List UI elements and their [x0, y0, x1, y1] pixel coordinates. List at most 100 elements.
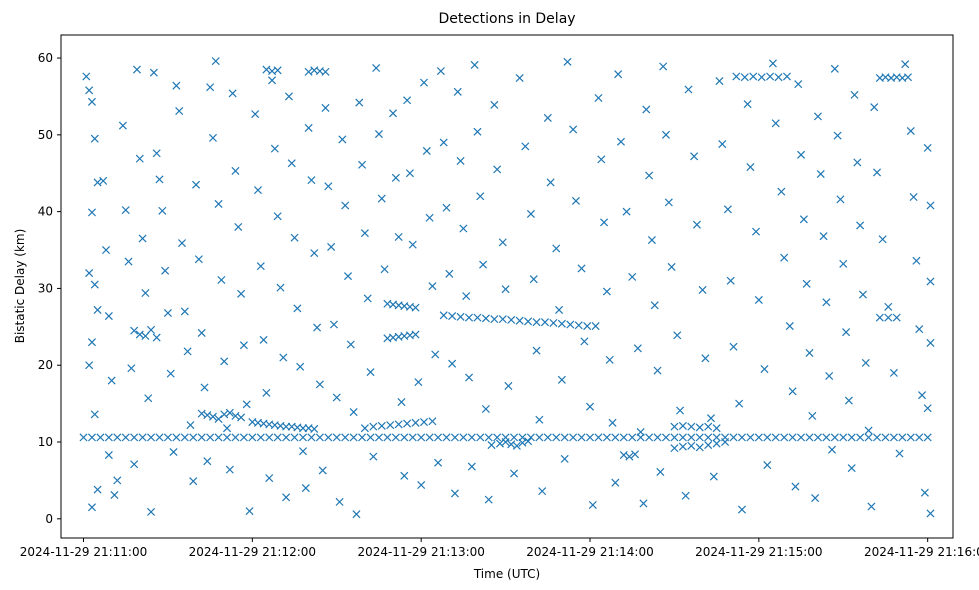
- data-point: [197, 433, 206, 442]
- data-point: [161, 266, 170, 275]
- data-point: [169, 447, 178, 457]
- data-point: [555, 305, 564, 314]
- data-point: [735, 399, 744, 408]
- data-point: [147, 433, 156, 442]
- data-points: [79, 57, 935, 519]
- data-point: [918, 391, 927, 400]
- data-point: [383, 433, 392, 442]
- data-point: [332, 433, 341, 442]
- data-point: [448, 359, 457, 368]
- data-point: [673, 331, 682, 340]
- data-point: [501, 437, 510, 447]
- data-point: [200, 383, 209, 392]
- data-point: [889, 433, 898, 442]
- data-point: [405, 169, 414, 178]
- data-point: [557, 375, 566, 384]
- data-point: [926, 338, 935, 347]
- data-point: [163, 308, 172, 318]
- data-point: [315, 380, 324, 389]
- data-point: [563, 57, 572, 66]
- data-point: [670, 422, 679, 431]
- data-point: [222, 433, 232, 442]
- data-point: [431, 350, 440, 359]
- data-point: [856, 433, 865, 442]
- data-point: [915, 433, 924, 442]
- data-point: [217, 275, 226, 284]
- data-point: [535, 415, 544, 424]
- y-axis-label: Bistatic Delay (km): [13, 229, 27, 344]
- data-point: [197, 328, 206, 337]
- data-point: [425, 213, 434, 222]
- data-point: [723, 205, 732, 214]
- data-point: [490, 315, 499, 324]
- data-point: [245, 507, 254, 516]
- data-point: [163, 433, 172, 442]
- data-point: [926, 277, 935, 286]
- data-point: [678, 442, 687, 451]
- data-point: [470, 60, 479, 69]
- data-point: [124, 257, 133, 266]
- data-point: [417, 433, 426, 442]
- data-point: [718, 140, 727, 149]
- data-point: [799, 215, 808, 224]
- data-point: [901, 60, 910, 69]
- data-point: [467, 462, 476, 471]
- data-point: [141, 289, 150, 298]
- data-point: [298, 447, 308, 456]
- data-point: [166, 369, 175, 378]
- data-point: [450, 489, 459, 498]
- data-point: [256, 262, 265, 271]
- data-point: [712, 439, 721, 448]
- data-point: [130, 326, 139, 335]
- data-point: [338, 135, 347, 144]
- data-point: [695, 443, 704, 452]
- data-point: [706, 414, 716, 423]
- data-point: [569, 433, 578, 442]
- data-point: [540, 318, 550, 327]
- data-point: [822, 433, 831, 442]
- data-point: [645, 433, 654, 442]
- data-point: [802, 279, 811, 288]
- data-point: [214, 199, 223, 208]
- data-point: [585, 402, 595, 411]
- data-point: [827, 445, 837, 454]
- data-point: [459, 433, 468, 442]
- data-point: [231, 433, 240, 442]
- data-point: [645, 171, 654, 180]
- data-point: [374, 130, 383, 139]
- data-point: [704, 441, 713, 450]
- data-point: [746, 163, 755, 172]
- data-point: [487, 441, 496, 450]
- data-point: [608, 418, 617, 427]
- data-point: [768, 59, 777, 68]
- data-point: [698, 285, 707, 294]
- data-point: [926, 509, 935, 518]
- data-point: [597, 155, 606, 164]
- data-point: [712, 433, 721, 442]
- data-point: [521, 142, 530, 151]
- data-point: [721, 437, 730, 447]
- data-point: [87, 433, 96, 442]
- data-point: [749, 72, 758, 81]
- data-point: [605, 355, 614, 364]
- data-point: [324, 182, 333, 191]
- data-point: [479, 260, 488, 269]
- data-point: [425, 433, 434, 442]
- data-point: [676, 406, 685, 415]
- data-point: [121, 206, 130, 215]
- y-tick-label: 20: [38, 358, 53, 372]
- data-point: [760, 365, 769, 374]
- data-point: [712, 424, 721, 433]
- data-point: [583, 322, 592, 331]
- data-point: [535, 433, 544, 442]
- data-point: [203, 457, 212, 466]
- data-point: [90, 134, 99, 143]
- data-point: [912, 256, 921, 265]
- data-point: [214, 414, 223, 423]
- data-point: [158, 206, 167, 215]
- data-point: [259, 335, 268, 344]
- data-point: [878, 235, 887, 244]
- data-point: [875, 313, 884, 322]
- data-point: [656, 467, 665, 476]
- y-tick-label: 40: [38, 205, 53, 219]
